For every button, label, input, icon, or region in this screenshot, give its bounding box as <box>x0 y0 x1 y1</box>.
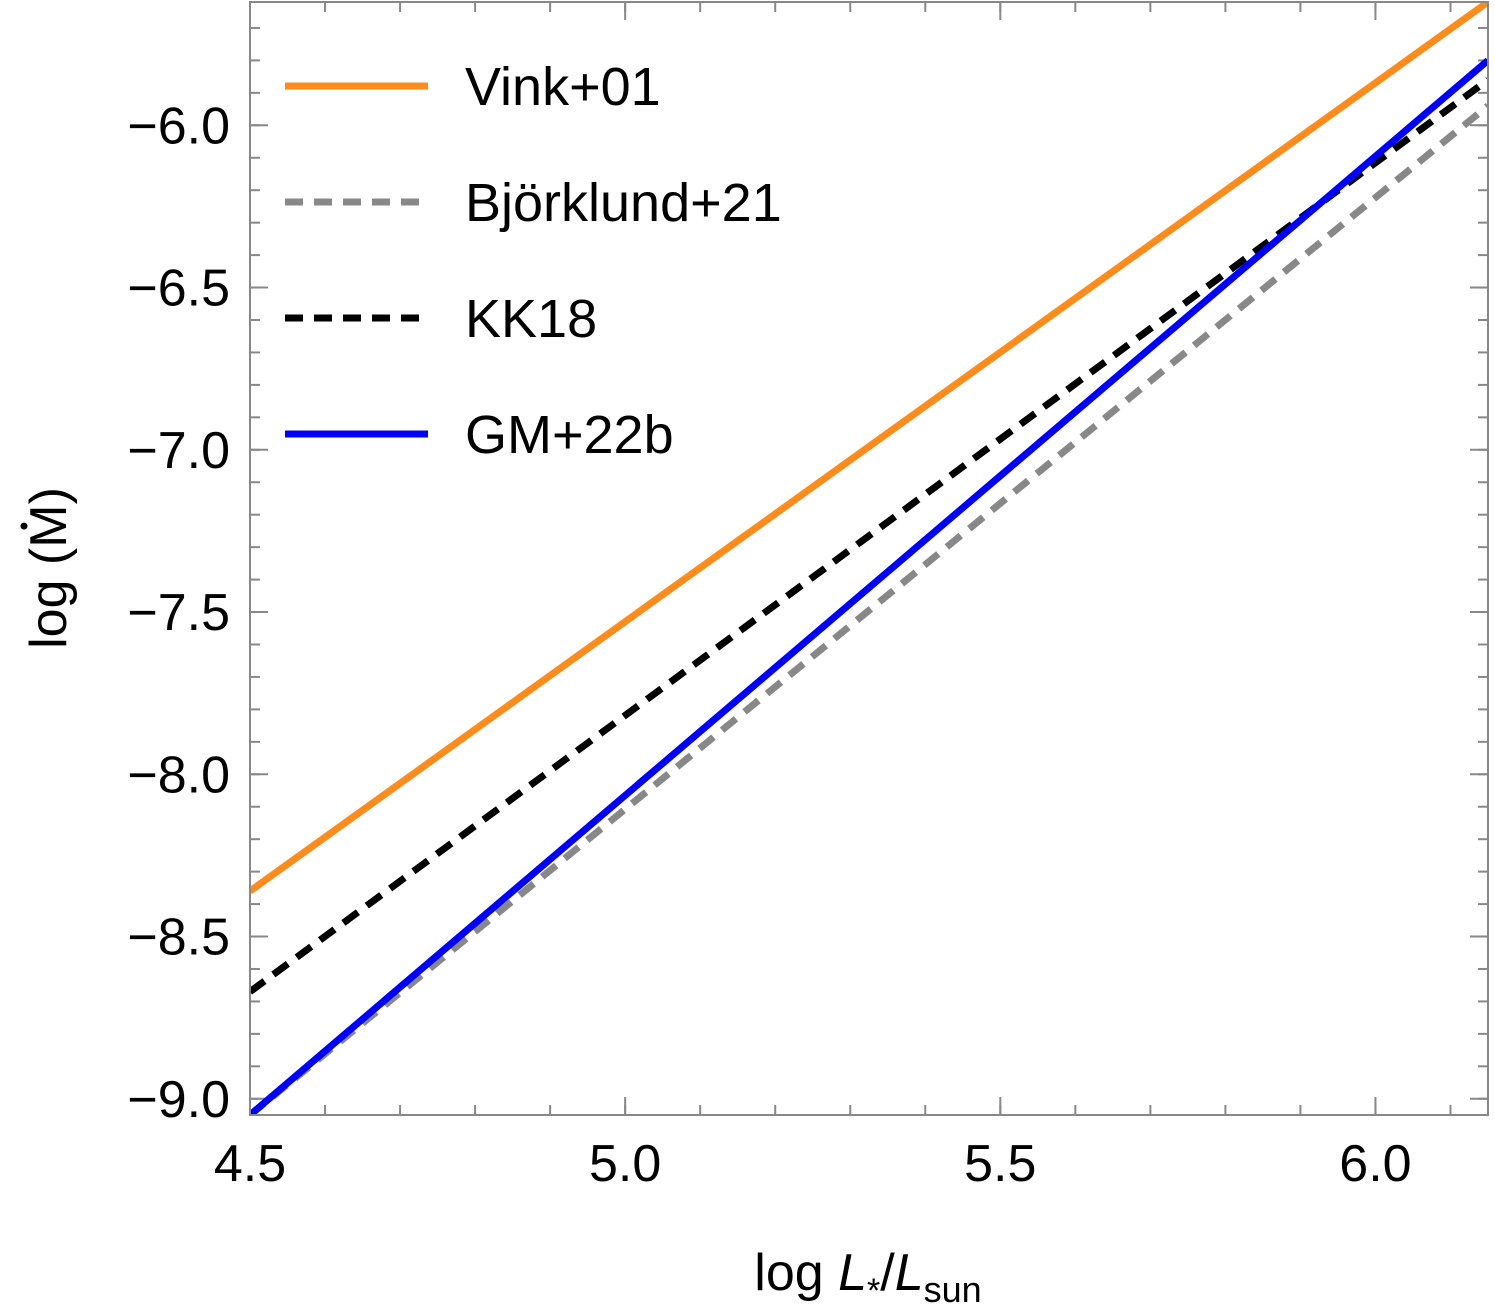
legend-label: Björklund+21 <box>465 173 782 233</box>
y-tick-label: −8.0 <box>127 746 230 804</box>
x-tick-label: 5.5 <box>964 1135 1036 1193</box>
series-line-3 <box>250 57 1488 1115</box>
series-line-1 <box>250 103 1488 1115</box>
y-tick-label: −7.5 <box>127 584 230 642</box>
legend-label: KK18 <box>465 289 597 349</box>
minor-ticks <box>249 2 1488 1115</box>
tick-labels: 4.5 5.0 5.5 6.0 −6.0 −6.5 −7.0 −7.5 −8.0 −8.5 −9.0 <box>127 97 1411 1193</box>
y-axis-label: log (M) <box>20 487 78 649</box>
x-tick-label: 4.5 <box>214 1135 286 1193</box>
y-tick-label: −6.0 <box>127 97 230 155</box>
series-layer <box>250 2 1488 1115</box>
legend-label: Vink+01 <box>465 57 661 117</box>
major-ticks <box>249 2 1488 1115</box>
x-tick-label: 6.0 <box>1339 1135 1411 1193</box>
series-line-0 <box>250 2 1488 894</box>
y-tick-label: −7.0 <box>127 422 230 480</box>
legend: Vink+01 Björklund+21 KK18 GM+22b <box>285 57 782 465</box>
m-dot <box>20 522 28 530</box>
y-tick-label: −6.5 <box>127 260 230 318</box>
y-tick-label: −8.5 <box>127 909 230 967</box>
x-tick-label: 5.0 <box>589 1135 661 1193</box>
y-tick-label: −9.0 <box>127 1071 230 1129</box>
legend-label: GM+22b <box>465 405 674 465</box>
x-axis-label: log L*/Lsun <box>754 1244 981 1308</box>
plot-frame <box>249 1 1489 1116</box>
